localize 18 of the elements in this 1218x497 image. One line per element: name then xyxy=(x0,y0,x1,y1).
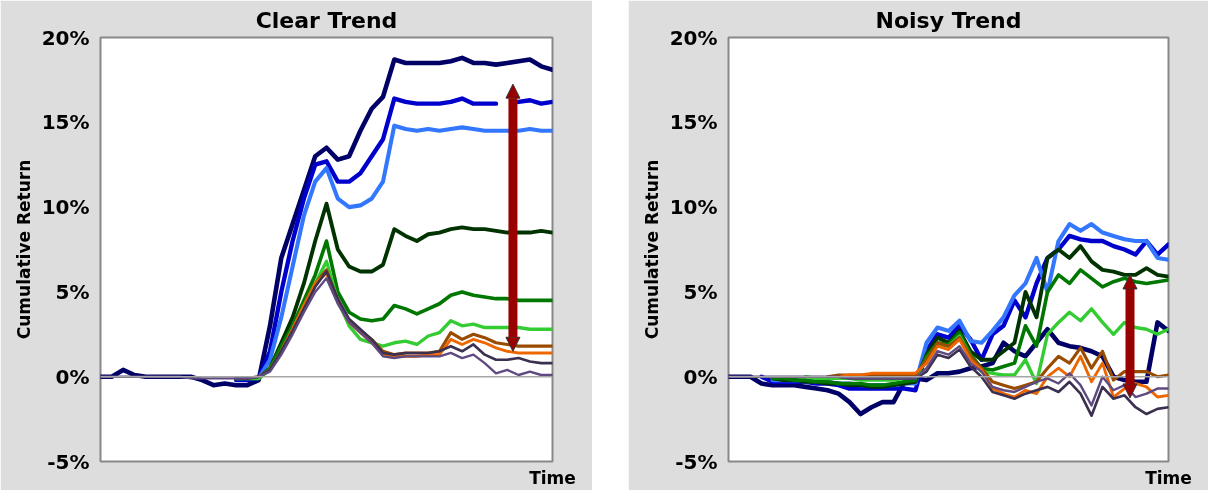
y-tick-label: 0% xyxy=(55,364,90,389)
y-tick-label: 5% xyxy=(55,279,90,304)
chart-title: Noisy Trend xyxy=(875,7,1022,33)
chart-title: Clear Trend xyxy=(255,7,398,33)
y-tick-label: 0% xyxy=(683,364,718,389)
y-tick-label: -5% xyxy=(47,449,90,474)
y-tick-label: 15% xyxy=(41,110,90,135)
y-tick-label: 15% xyxy=(669,110,718,135)
y-axis-title: Cumulative Return xyxy=(641,159,662,340)
x-axis-title: Time xyxy=(1145,467,1192,488)
x-axis-title: Time xyxy=(529,467,576,488)
y-tick-label: 20% xyxy=(41,25,90,50)
y-tick-label: -5% xyxy=(675,449,718,474)
y-tick-label: 5% xyxy=(683,279,718,304)
y-axis-title: Cumulative Return xyxy=(13,159,34,340)
y-tick-label: 10% xyxy=(669,195,718,220)
y-tick-label: 20% xyxy=(669,25,718,50)
y-tick-label: 10% xyxy=(41,195,90,220)
